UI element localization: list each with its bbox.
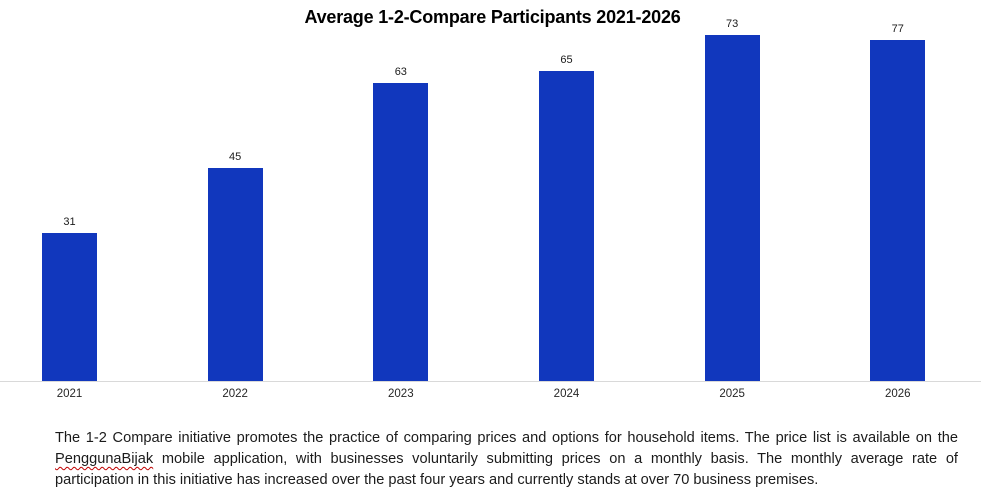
data-label-2023: 63 [394,66,407,78]
bar-chart-plot-area: 31 45 63 65 73 77 [0,18,981,382]
caption-line-1: The 1-2 Compare initiative promotes the … [55,430,958,446]
bar-2021 [42,233,97,381]
x-tick-label-2024: 2024 [553,388,580,400]
misspelled-word: PenggunaBijak [55,451,154,467]
bar-2023 [373,83,429,381]
data-label-2021: 31 [63,216,76,228]
x-axis-line [0,381,981,382]
x-tick-label-2025: 2025 [719,388,745,400]
data-label-2025: 73 [726,18,739,30]
bar-2022 [207,168,263,381]
x-tick-label-2026: 2026 [885,388,911,400]
caption-line-2-text: mobile application, with businesses volu… [153,451,958,467]
bar-2024 [538,71,594,381]
caption-paragraph: The 1-2 Compare initiative promotes the … [55,428,958,490]
caption-line-3: participation in this initiative has inc… [55,472,819,488]
data-label-2024: 65 [560,54,573,66]
x-tick-label-2021: 2021 [56,388,83,400]
caption-line-2: PenggunaBijak mobile application, with b… [55,449,958,470]
x-tick-label-2023: 2023 [388,388,414,400]
chart-title: Average 1-2-Compare Participants 2021-20… [304,7,681,27]
data-label-2022: 45 [229,151,242,163]
bar-2025 [704,35,760,381]
bar-2026 [870,40,926,381]
data-label-2026: 77 [891,23,904,35]
x-tick-label-2022: 2022 [222,388,248,400]
